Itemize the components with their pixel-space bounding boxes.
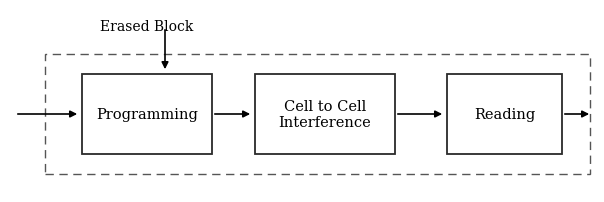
Text: Cell to Cell
Interference: Cell to Cell Interference (278, 99, 371, 129)
Bar (447, 75, 562, 154)
Text: Reading: Reading (474, 107, 535, 121)
Bar (255, 75, 395, 154)
Text: Erased Block: Erased Block (100, 20, 193, 34)
Bar (45, 55, 590, 174)
Text: Programming: Programming (96, 107, 198, 121)
Bar (82, 75, 212, 154)
